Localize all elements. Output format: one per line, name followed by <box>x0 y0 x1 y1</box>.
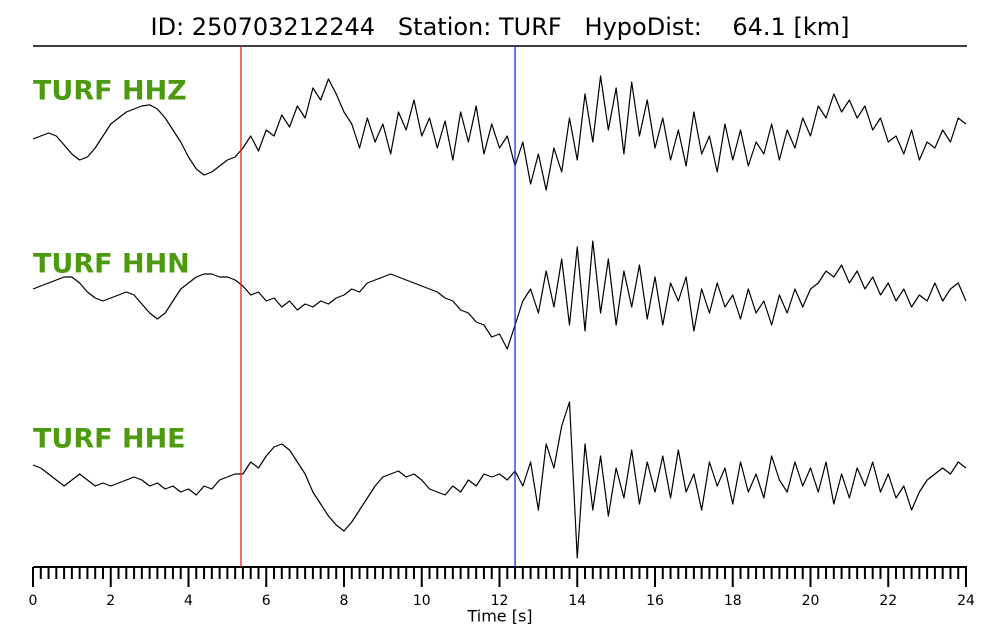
x-tick-label: 14 <box>568 593 586 609</box>
x-tick-label: 16 <box>646 593 664 609</box>
x-tick-label: 24 <box>957 593 975 609</box>
x-tick-label: 6 <box>262 593 271 609</box>
waveform <box>32 401 967 559</box>
trace-label: TURF HHE <box>33 424 186 455</box>
x-tick-label: 18 <box>724 593 742 609</box>
x-tick-label: 10 <box>413 593 431 609</box>
x-tick-label: 2 <box>106 593 115 609</box>
x-tick-label: 22 <box>879 593 897 609</box>
chart-title: ID: 250703212244 Station: TURF HypoDist:… <box>151 13 850 41</box>
x-tick-label: 20 <box>802 593 820 609</box>
waveform <box>32 75 967 191</box>
trace-label: TURF HHN <box>33 249 190 280</box>
x-tick-label: 0 <box>29 593 38 609</box>
x-axis-label: Time [s] <box>466 607 532 626</box>
waveform <box>32 240 967 350</box>
x-tick-label: 12 <box>491 593 509 609</box>
x-tick-label: 4 <box>184 593 193 609</box>
trace-label: TURF HHZ <box>33 76 187 107</box>
x-tick-label: 8 <box>340 593 349 609</box>
